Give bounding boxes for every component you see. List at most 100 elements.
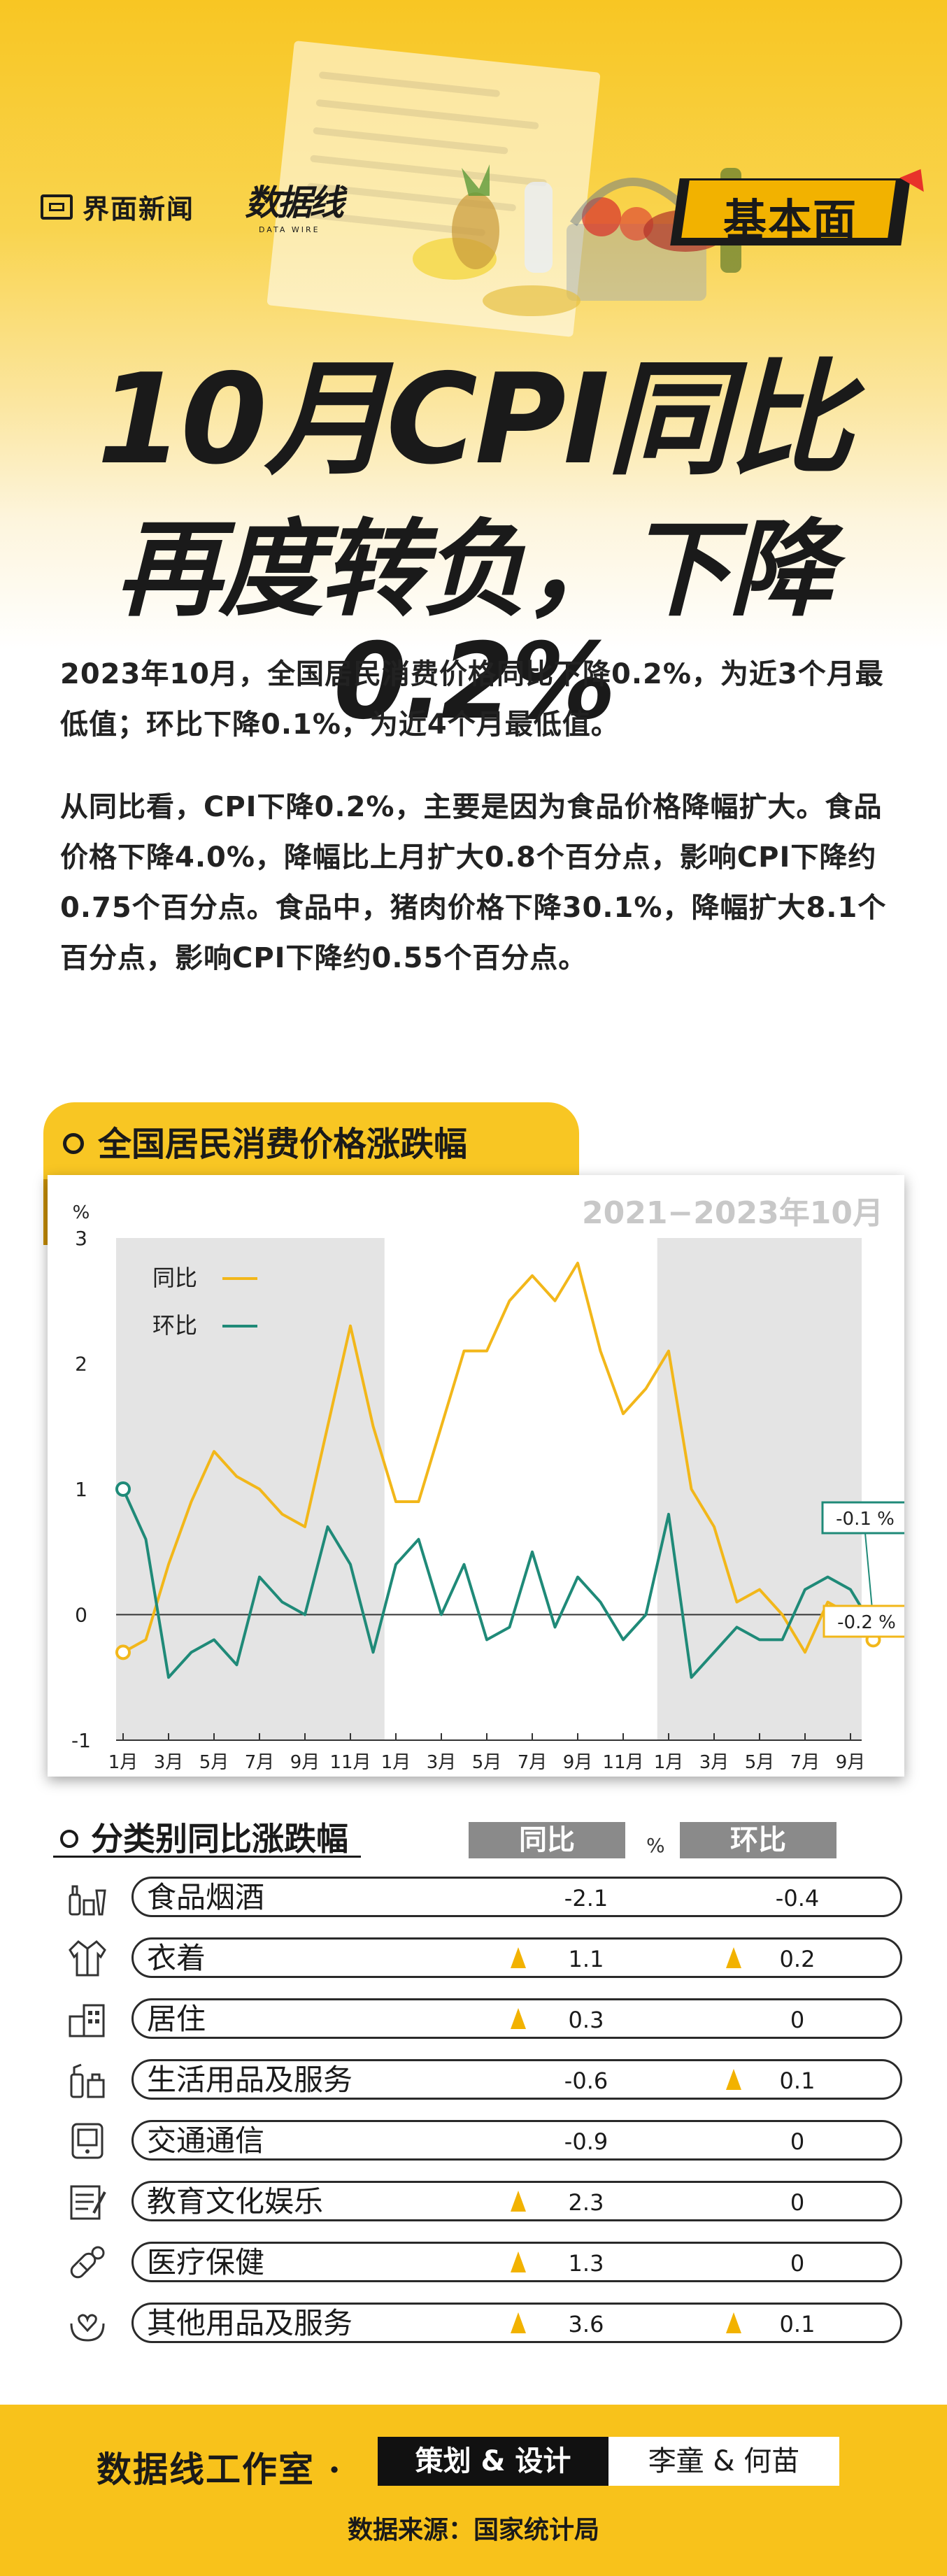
up-triangle-icon	[511, 1947, 526, 1968]
column-header-unit: %	[646, 1834, 665, 1857]
yoy-value: -2.1	[564, 1885, 608, 1912]
yoy-value: -0.9	[564, 2128, 608, 2155]
headline-line2: 再度转负，下降0.2%	[115, 509, 834, 743]
x-tick-label: 5月	[472, 1752, 502, 1773]
table-row: 食品烟酒 -2.1 -0.4	[48, 1871, 908, 1921]
x-tick-label: 7月	[790, 1752, 820, 1773]
x-tick-label: 9月	[836, 1752, 866, 1773]
row-frame	[131, 1877, 902, 1917]
credit-names: 李童 & 何苗	[608, 2437, 839, 2486]
shaded-2023	[657, 1238, 862, 1740]
category-label: 生活用品及服务	[147, 2063, 353, 2097]
yoy-value: 1.1	[568, 1946, 604, 1972]
mom-value: 0.1	[779, 2068, 816, 2094]
series-point-marker	[115, 1481, 131, 1497]
phone-icon	[66, 2120, 109, 2161]
medical-icon	[66, 2242, 109, 2282]
mom-value: -0.4	[775, 1885, 820, 1912]
household-goods-icon	[66, 2059, 109, 2100]
annotation-yoy: -0.2 %	[837, 1612, 896, 1633]
table-row: 其他用品及服务 3.6 0.1	[48, 2297, 908, 2347]
x-tick-label: 1月	[108, 1752, 138, 1773]
table-row: 居住 0.3 0	[48, 1993, 908, 2043]
annotation-mom: -0.1 %	[836, 1509, 895, 1530]
section2-underline	[53, 1856, 361, 1858]
headline-line1: 10月CPI同比	[97, 347, 853, 492]
mom-value: 0.1	[779, 2311, 816, 2337]
datawire-logo-sub: DATA WIRE	[259, 225, 320, 234]
y-axis-unit: %	[73, 1202, 90, 1223]
x-tick-label: 7月	[518, 1752, 548, 1773]
column-header-yoy: 同比	[469, 1822, 625, 1858]
x-tick-label: 11月	[602, 1752, 643, 1773]
yoy-value: 0.3	[568, 2007, 604, 2033]
data-source: 数据来源：国家统计局	[347, 2516, 599, 2545]
y-tick-label: 2	[75, 1353, 87, 1376]
table-row: 教育文化娱乐 2.3 0	[48, 2175, 908, 2226]
table-row: 生活用品及服务 -0.6 0.1	[48, 2054, 908, 2104]
yoy-value: 1.3	[568, 2250, 604, 2277]
column-tag: 基本面	[722, 194, 857, 245]
x-tick-label: 5月	[199, 1752, 229, 1773]
category-label: 其他用品及服务	[147, 2306, 353, 2340]
y-tick-label: -1	[71, 1729, 91, 1752]
mom-value: 0	[790, 2128, 805, 2155]
table-row: 衣着 1.1 0.2	[48, 1932, 908, 1982]
series-point-marker	[115, 1644, 131, 1660]
hero-banner: 界面新闻 数据线 DATA WIRE 基本面 10月CPI同比 再度转负，下降0…	[0, 0, 947, 738]
credit-role: 策划 & 设计	[378, 2437, 608, 2486]
chart-date-range: 2021−2023年10月	[581, 1195, 883, 1231]
circle-bullet-icon	[63, 1133, 84, 1154]
up-triangle-icon	[726, 2069, 741, 2090]
legend-label: 同比	[152, 1265, 197, 1291]
yoy-value: 2.3	[568, 2189, 604, 2216]
datawire-logo: 数据线 DATA WIRE	[245, 175, 344, 234]
intro-paragraph-2: 从同比看，CPI下降0.2%，主要是因为食品价格降幅扩大。食品价格下降4.0%，…	[60, 791, 887, 974]
row-frame	[131, 2120, 902, 2161]
x-tick-label: 3月	[427, 1752, 457, 1773]
section1-title: 全国居民消费价格涨跌幅	[63, 1116, 467, 1165]
series-line-mom	[122, 1488, 875, 1679]
mom-value: 0	[790, 2250, 805, 2277]
footer	[0, 2405, 947, 2576]
section1-title-text: 全国居民消费价格涨跌幅	[98, 1125, 468, 1164]
series-line-yoy	[122, 1261, 874, 1654]
food-drink-icon	[66, 1877, 109, 1917]
education-icon	[66, 2181, 109, 2221]
section2-title: 分类别同比涨跌幅	[60, 1814, 348, 1860]
shaded-2021	[116, 1238, 385, 1740]
category-label: 教育文化娱乐	[147, 2184, 324, 2219]
category-label: 衣着	[147, 1941, 206, 1975]
section-tab	[43, 1102, 579, 1179]
y-tick-label: 1	[75, 1478, 87, 1501]
x-tick-label: 1月	[381, 1752, 411, 1773]
mom-value: 0	[790, 2189, 805, 2216]
column-header-mom: 环比	[680, 1822, 836, 1858]
x-tick-label: 9月	[290, 1752, 320, 1773]
x-tick-label: 3月	[154, 1752, 184, 1773]
table-row: 交通通信 -0.9 0	[48, 2114, 908, 2165]
section2-title-text: 分类别同比涨跌幅	[91, 1820, 348, 1858]
category-label: 居住	[147, 2002, 206, 2036]
studio-name: 数据线工作室 ·	[97, 2449, 342, 2490]
jiemian-logo-icon	[41, 194, 73, 220]
cpi-chart-card: 3 2 1 0 -1% 1月 3月 5月 7月 9月 11月 1月 3月 5月 7月 9月 11月 1月 3月 5月 7…	[48, 1175, 904, 1777]
clothing-icon	[66, 1937, 109, 1978]
mom-value: 0.2	[779, 1946, 816, 1972]
row-frame	[131, 2059, 902, 2100]
table-row: 医疗保健 1.3 0	[48, 2236, 908, 2286]
x-tick-label: 7月	[245, 1752, 275, 1773]
yoy-value: -0.6	[564, 2068, 608, 2094]
category-label: 交通通信	[147, 2123, 265, 2158]
cpi-line-chart: 3 2 1 0 -1% 1月 3月 5月 7月 9月 11月 1月 3月 5月 7月 9月 11月 1月 3月 5月 7…	[71, 1202, 904, 1773]
other-goods-icon	[66, 2303, 109, 2343]
y-tick-label: 3	[75, 1227, 87, 1250]
yoy-value: 3.6	[568, 2311, 604, 2337]
up-triangle-icon	[511, 2251, 526, 2272]
jiemian-logo-text: 界面新闻	[83, 194, 195, 225]
datawire-logo-text: 数据线	[245, 183, 344, 223]
circle-bullet-icon	[60, 1829, 78, 1848]
up-triangle-icon	[511, 2191, 526, 2212]
annotation-box-mom	[821, 1501, 904, 1535]
